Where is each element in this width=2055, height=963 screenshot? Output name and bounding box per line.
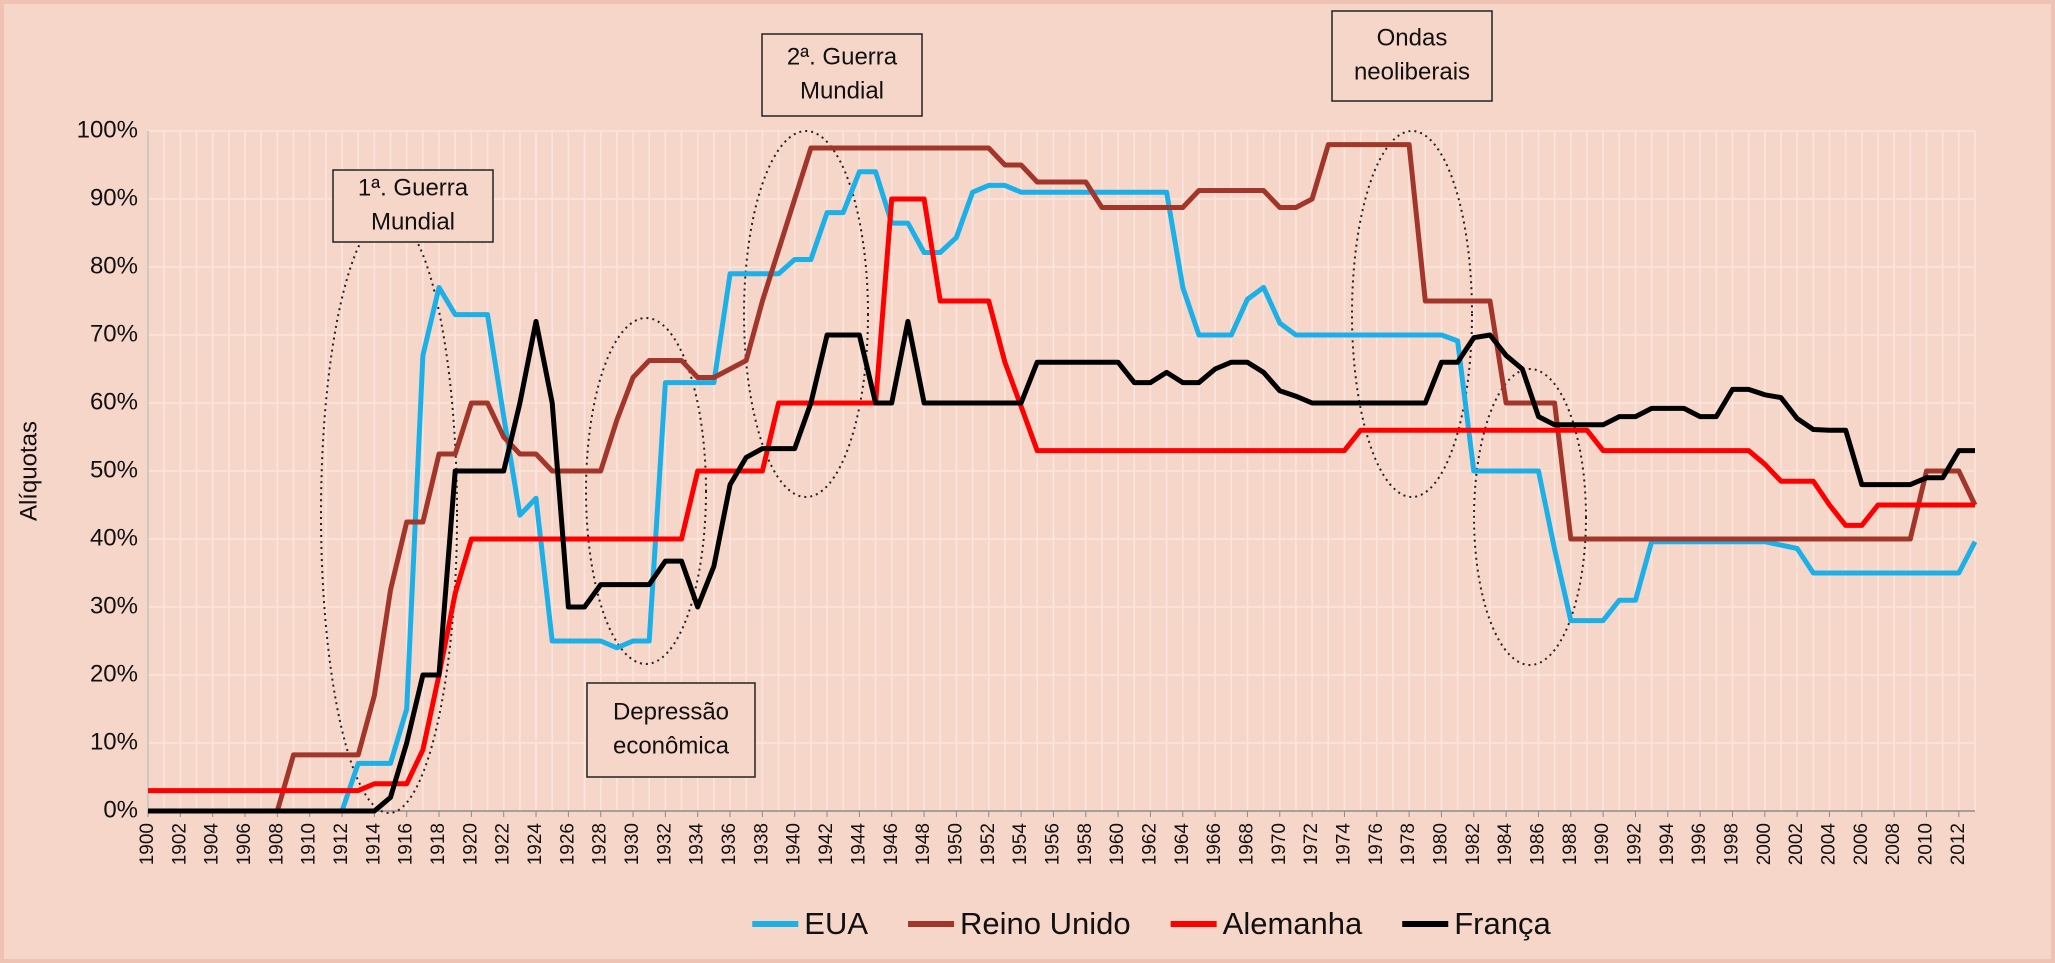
x-tick-label: 1984	[1495, 823, 1516, 866]
x-tick-label: 1990	[1592, 823, 1613, 865]
x-tick-label: 2008	[1883, 823, 1904, 865]
x-tick-label: 1950	[945, 823, 966, 865]
x-tick-label: 1946	[881, 823, 902, 865]
x-tick-label: 1932	[654, 823, 675, 865]
annotation-ellipse	[585, 317, 707, 665]
annotation-text: econômica	[613, 732, 730, 759]
x-tick-label: 1910	[299, 823, 320, 865]
y-tick-label: 100%	[77, 116, 138, 143]
x-tick-label: 1994	[1657, 823, 1678, 866]
annotation-ellipse	[743, 130, 869, 498]
annotation-text: 1ª. Guerra	[358, 174, 469, 201]
series-line	[148, 318, 1975, 814]
series-line	[148, 196, 1975, 794]
x-tick-label: 2004	[1819, 823, 1840, 866]
x-tick-label: 1998	[1721, 823, 1742, 865]
y-tick-label: 30%	[90, 592, 138, 619]
annotation-text: neoliberais	[1354, 58, 1470, 85]
x-tick-label: 1940	[784, 823, 805, 865]
y-tick-label: 80%	[90, 252, 138, 279]
annotation-text: Mundial	[800, 77, 884, 104]
x-tick-label: 2002	[1786, 823, 1807, 865]
x-tick-label: 1970	[1269, 823, 1290, 865]
annotation-box	[1331, 10, 1493, 102]
x-tick-label: 1978	[1398, 823, 1419, 865]
annotation-ellipse	[1351, 130, 1473, 498]
x-tick-label: 1966	[1204, 823, 1225, 865]
x-tick-label: 1968	[1236, 823, 1257, 865]
annotation-box	[332, 169, 494, 243]
x-tick-label: 1924	[525, 823, 546, 866]
x-tick-label: 1996	[1689, 823, 1710, 865]
x-tick-label: 1944	[848, 823, 869, 866]
legend-label: Reino Unido	[960, 906, 1131, 941]
y-tick-label: 70%	[90, 320, 138, 347]
x-tick-label: 1972	[1301, 823, 1322, 865]
x-tick-label: 1954	[1010, 823, 1031, 866]
legend-label: França	[1454, 906, 1551, 941]
annotation-text: Ondas	[1377, 24, 1448, 51]
x-tick-label: 1912	[331, 823, 352, 865]
x-tick-label: 1930	[622, 823, 643, 865]
x-tick-label: 1928	[590, 823, 611, 865]
annotation-box	[761, 33, 923, 117]
x-tick-label: 2006	[1851, 823, 1872, 865]
x-tick-label: 1920	[460, 823, 481, 865]
x-tick-label: 1936	[719, 823, 740, 865]
x-tick-label: 1906	[234, 823, 255, 865]
x-tick-label: 2012	[1948, 823, 1969, 865]
x-tick-label: 1934	[687, 823, 708, 866]
x-tick-label: 1964	[1172, 823, 1193, 866]
x-tick-label: 1988	[1560, 823, 1581, 865]
x-tick-label: 1956	[1042, 823, 1063, 865]
x-tick-label: 1918	[428, 823, 449, 865]
x-tick-label: 1952	[978, 823, 999, 865]
legend-label: EUA	[804, 906, 868, 941]
x-tick-label: 1992	[1624, 823, 1645, 865]
annotation-ellipse	[320, 214, 458, 814]
y-tick-label: 20%	[90, 660, 138, 687]
x-tick-label: 1904	[202, 823, 223, 866]
y-tick-label: 0%	[103, 796, 138, 823]
y-tick-label: 40%	[90, 524, 138, 551]
x-tick-label: 1974	[1333, 823, 1354, 866]
legend-label: Alemanha	[1223, 906, 1363, 941]
legend: EUA Reino Unido Alemanha França	[752, 906, 1551, 941]
x-tick-label: 1900	[137, 823, 158, 865]
x-tick-label: 1908	[266, 823, 287, 865]
series-line	[148, 142, 1978, 814]
annotation-box	[586, 682, 756, 778]
y-tick-label: 50%	[90, 456, 138, 483]
x-tick-label: 1976	[1366, 823, 1387, 865]
x-tick-label: 1986	[1527, 823, 1548, 865]
y-tick-label: 10%	[90, 728, 138, 755]
x-tick-label: 1958	[1075, 823, 1096, 865]
x-tick-label: 1902	[169, 823, 190, 865]
annotation-text: Depressão	[613, 698, 729, 725]
x-tick-label: 1982	[1463, 823, 1484, 865]
x-tick-label: 2000	[1754, 823, 1775, 865]
annotation-text: 2ª. Guerra	[787, 43, 898, 70]
x-tick-label: 1916	[396, 823, 417, 865]
x-tick-label: 1942	[816, 823, 837, 865]
y-tick-label: 60%	[90, 388, 138, 415]
series-line	[148, 169, 1978, 814]
x-tick-label: 1922	[493, 823, 514, 865]
x-tick-label: 1914	[363, 823, 384, 866]
annotation-text: Mundial	[371, 208, 455, 235]
x-tick-label: 1962	[1139, 823, 1160, 865]
annotation-ellipse	[1473, 368, 1587, 666]
x-tick-label: 1938	[751, 823, 772, 865]
x-tick-label: 1948	[913, 823, 934, 865]
y-axis-label: Alíquotas	[15, 421, 42, 521]
y-tick-label: 90%	[90, 184, 138, 211]
x-tick-label: 1926	[557, 823, 578, 865]
x-tick-label: 1960	[1107, 823, 1128, 865]
x-tick-label: 1980	[1430, 823, 1451, 865]
x-tick-label: 2010	[1916, 823, 1937, 865]
